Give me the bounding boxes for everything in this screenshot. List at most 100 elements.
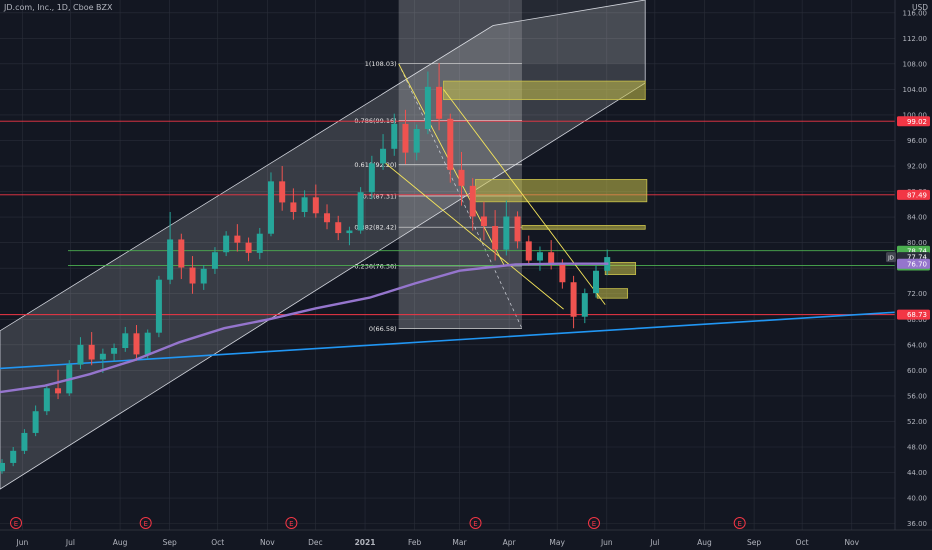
price-tick-label: 84.00 <box>907 214 927 222</box>
price-tick-label: 116.00 <box>903 9 928 17</box>
candle-body <box>559 264 566 283</box>
price-tick-label: 64.00 <box>907 341 927 349</box>
time-tick-label: Aug <box>697 538 712 547</box>
candle-body <box>380 148 387 164</box>
candle-body <box>391 123 398 149</box>
earnings-marker-label: E <box>143 520 147 528</box>
candle-body <box>570 282 577 317</box>
price-tick-label: 56.00 <box>907 392 927 400</box>
candle-body <box>21 432 28 451</box>
candle-body <box>267 181 274 234</box>
ma-price-badge-bg <box>897 258 930 269</box>
earnings-marker-label: E <box>737 520 741 528</box>
earnings-marker <box>285 517 298 529</box>
time-tick-label: Jul <box>649 538 659 547</box>
time-tick-label: Aug <box>113 538 128 547</box>
price-tick-label: 108.00 <box>903 60 928 68</box>
candle-body <box>111 348 118 354</box>
candle-body <box>279 181 286 203</box>
price-tick-label: 96.00 <box>907 137 927 145</box>
time-tick-label: Mar <box>452 538 467 547</box>
fib-diagonal <box>398 63 523 329</box>
candle-body <box>458 169 465 186</box>
earnings-marker <box>587 517 600 529</box>
time-tick-label: Jun <box>16 538 29 547</box>
symbol-tag: JD <box>887 256 894 262</box>
candle-body <box>514 216 521 242</box>
time-tick-label: Nov <box>844 538 859 547</box>
ma-price-badge: 76.70 <box>907 260 927 268</box>
price-tick-label: 100.00 <box>903 111 928 119</box>
earnings-marker <box>10 517 23 529</box>
price-tick-label: 44.00 <box>907 469 927 477</box>
price-tick-label: 48.00 <box>907 443 927 451</box>
time-tick-label: Jun <box>600 538 613 547</box>
time-tick-label: Oct <box>211 538 224 547</box>
fib-extension-band <box>521 0 646 64</box>
candle-body <box>290 202 297 212</box>
candle-body <box>223 235 230 253</box>
candle-body <box>357 192 364 231</box>
level-badge: 99.02 <box>907 118 927 126</box>
candle-body <box>436 86 443 119</box>
last-price-badge: 77.74 <box>907 254 928 262</box>
candle-body <box>0 462 5 472</box>
earnings-marker-label: E <box>14 520 18 528</box>
supply-demand-zone <box>443 80 646 101</box>
price-tick-label: 104.00 <box>903 86 928 94</box>
candle-body <box>88 344 95 360</box>
time-tick-label: Sep <box>747 538 761 547</box>
price-tick-label: 36.00 <box>907 520 927 528</box>
candle-body <box>312 197 319 214</box>
supply-demand-zone <box>521 225 646 230</box>
time-tick-label: Nov <box>260 538 275 547</box>
downtrend-line <box>380 159 564 310</box>
candle-body <box>548 252 555 265</box>
earnings-marker <box>733 517 746 529</box>
downtrend-line <box>443 89 606 305</box>
time-tick-label: May <box>549 538 565 547</box>
candle-body <box>301 197 308 212</box>
price-tick-label: 112.00 <box>903 35 928 43</box>
time-tick-label: Jul <box>65 538 75 547</box>
candle-body <box>178 239 185 268</box>
candle-body <box>346 230 353 234</box>
candle-body <box>368 163 375 193</box>
price-tick-label: 72.00 <box>907 290 927 298</box>
earnings-marker-label: E <box>473 520 477 528</box>
chart-title: JD.com, Inc., 1D, Cboe BZX <box>4 3 113 12</box>
level-badge-bg <box>897 189 930 200</box>
price-tick-label: 40.00 <box>907 495 927 503</box>
supply-demand-zone <box>475 179 648 203</box>
level-badge: 87.49 <box>907 191 927 199</box>
time-tick-label: Dec <box>308 538 323 547</box>
level-badge-bg <box>897 116 930 127</box>
time-tick-label: Feb <box>408 538 422 547</box>
fib-level-label: 0.618(92.20) <box>354 161 396 169</box>
level-badge: 68.73 <box>907 311 927 319</box>
candle-body <box>324 213 331 223</box>
candle-body <box>99 353 106 360</box>
fib-level-label: 0(66.58) <box>369 325 397 333</box>
long-term-trendline <box>0 311 896 370</box>
candle-body <box>480 216 487 227</box>
candle-body <box>536 252 543 261</box>
candle-body <box>200 268 207 284</box>
fib-level-label: 0.5(87.31) <box>363 192 397 200</box>
candle-body <box>592 270 599 294</box>
time-tick-label: 2021 <box>355 538 376 547</box>
symbol-tag-bg <box>886 252 896 263</box>
earnings-marker-label: E <box>289 520 293 528</box>
candle-body <box>469 185 476 217</box>
candle-body <box>525 241 532 261</box>
price-tick-label: 60.00 <box>907 367 927 375</box>
ascending-channel <box>0 0 646 490</box>
time-tick-label: Sep <box>163 538 177 547</box>
time-tick-label: Oct <box>796 538 809 547</box>
candle-body <box>144 332 151 355</box>
supply-demand-zone <box>596 288 629 299</box>
candle-body <box>133 333 140 355</box>
candle-body <box>122 333 129 349</box>
